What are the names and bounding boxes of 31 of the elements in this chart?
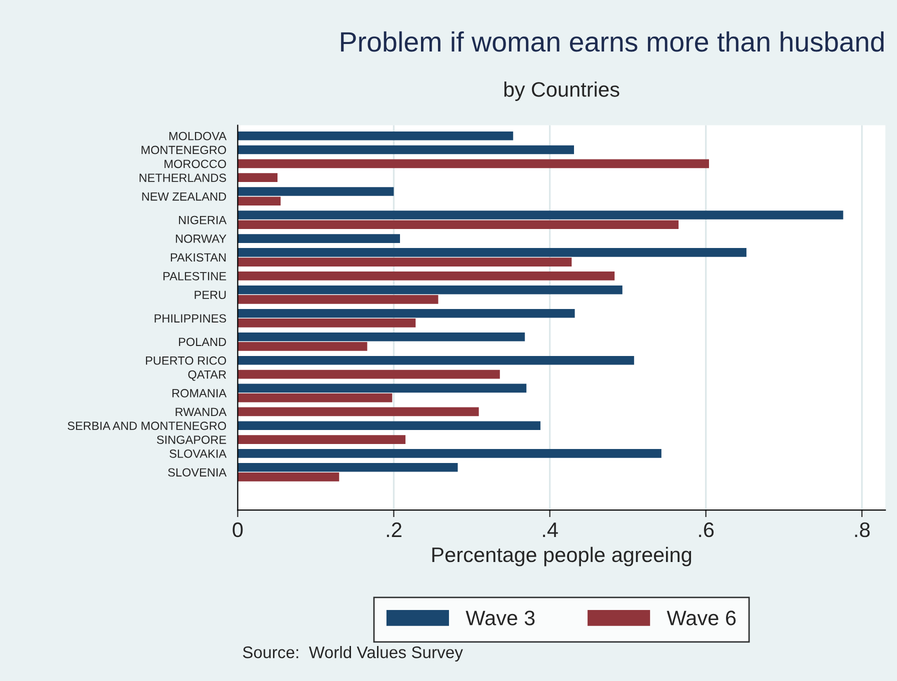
y-tick-label: NORWAY [176,234,226,243]
y-tick-label: PAKISTAN [170,253,226,262]
y-tick-label: POLAND [179,338,226,346]
legend-label: Wave 6 [666,610,736,626]
chart-title: Problem if woman earns more than husband [341,31,884,52]
x-tick-label: .8 [855,522,870,538]
chart-subtitle: by Countries [504,82,620,101]
y-tick-label: MOLDOVA [169,132,227,140]
y-tick-label: NETHERLANDS [140,174,226,182]
x-tick-label: .2 [386,522,402,537]
y-tick-label: MONTENEGRO [142,146,226,154]
x-tick-label: .6 [699,522,714,538]
y-tick-label: SLOVAKIA [170,449,227,458]
x-tick-label: .4 [543,522,558,537]
y-tick-label: PUERTO RICO [146,356,226,365]
y-tick-label: QATAR [188,370,226,381]
y-tick-label: SERBIA AND MONTENEGRO [68,422,226,430]
source-note: Source: World Values Survey [242,646,463,662]
y-tick-label: PERU [194,290,226,300]
y-tick-label: PALESTINE [163,272,226,280]
y-tick-label: SLOVENIA [168,468,227,477]
y-tick-label: MOROCCO [164,160,226,168]
y-tick-label: SINGAPORE [156,436,226,444]
x-tick-label: 0 [232,522,243,538]
y-tick-label: ROMANIA [172,389,227,398]
legend-label: Wave 3 [466,610,535,626]
y-tick-label: PHILIPPINES [154,314,226,323]
y-tick-label: NEW ZEALAND [142,192,226,201]
y-tick-label: RWANDA [176,408,227,416]
x-axis-title: Percentage people agreeing [432,546,692,566]
y-tick-label: NIGERIA [179,216,227,224]
